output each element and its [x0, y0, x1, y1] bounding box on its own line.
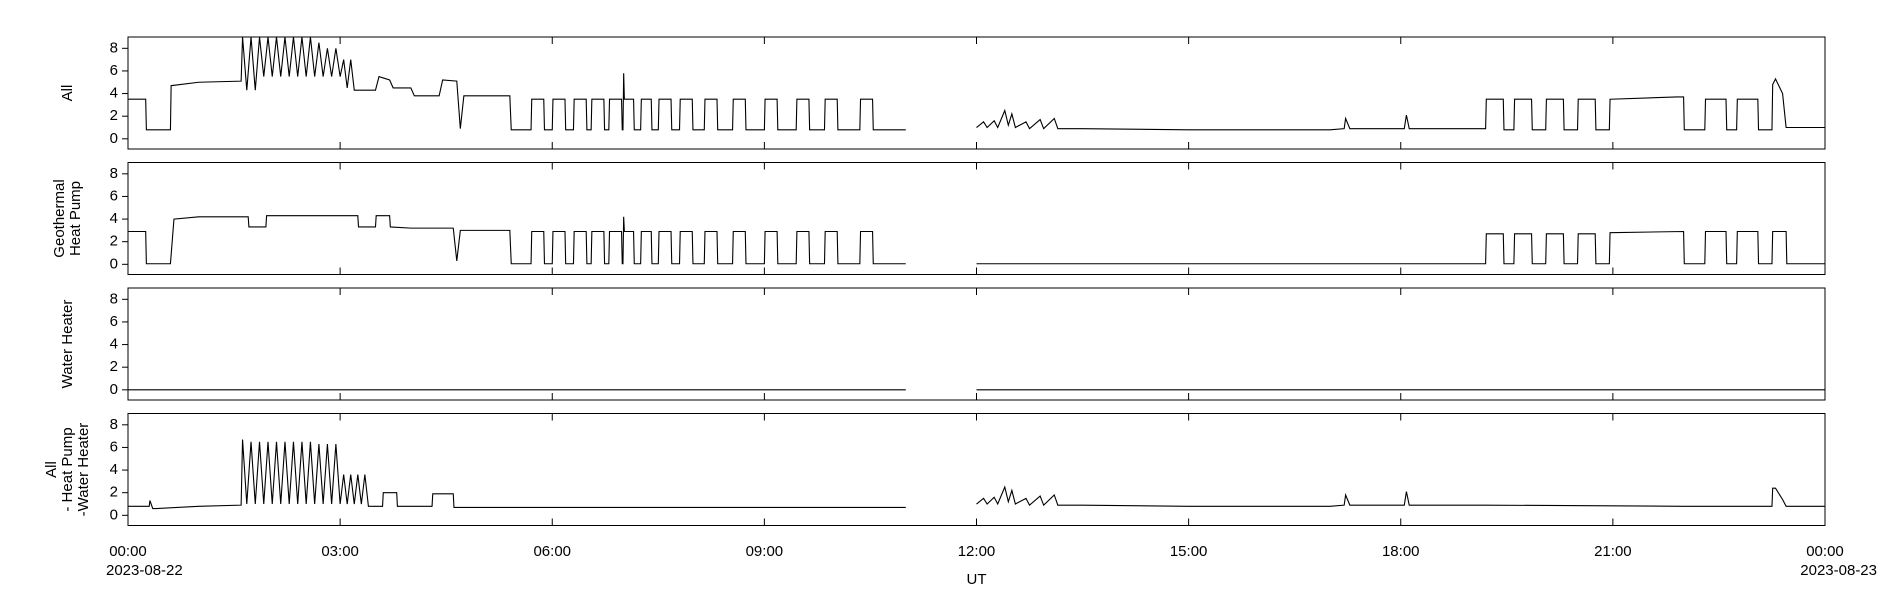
y-tick-label: 2 — [110, 358, 118, 375]
panel-frame — [127, 287, 1826, 401]
data-line — [128, 215, 1825, 265]
y-tick-label: 8 — [110, 416, 118, 433]
y-tick-label: 4 — [110, 336, 118, 353]
x-tick-label: 00:00 — [109, 543, 147, 560]
y-tick-label: 6 — [110, 187, 118, 204]
y-axis-label: All — [43, 461, 60, 478]
x-tick-label: 12:00 — [958, 543, 996, 560]
y-axis-label: - Heat Pump — [59, 427, 76, 511]
y-tick-label: 8 — [110, 290, 118, 307]
x-date-label: 2023-08-23 — [1800, 562, 1877, 579]
y-tick-label: 6 — [110, 438, 118, 455]
y-tick-label: 2 — [110, 233, 118, 250]
y-axis-label: -Water Heater — [75, 423, 92, 517]
y-tick-label: 0 — [110, 255, 118, 272]
y-tick-label: 2 — [110, 107, 118, 124]
y-tick-label: 4 — [110, 461, 118, 478]
data-line — [128, 36, 1825, 131]
y-axis-label: Water Heater — [59, 300, 76, 389]
x-tick-label: 15:00 — [1170, 543, 1208, 560]
y-axis-label: All — [59, 85, 76, 102]
x-tick-label: 09:00 — [746, 543, 784, 560]
x-tick-label: 00:00 — [1806, 543, 1844, 560]
y-tick-label: 6 — [110, 313, 118, 330]
y-axis-label: Geothermal — [51, 179, 68, 257]
x-tick-label: 03:00 — [321, 543, 359, 560]
y-tick-label: 8 — [110, 165, 118, 182]
panel-frame — [127, 162, 1826, 275]
y-tick-label: 0 — [110, 130, 118, 147]
x-tick-label: 06:00 — [533, 543, 571, 560]
y-tick-label: 0 — [110, 506, 118, 523]
y-tick-label: 0 — [110, 381, 118, 398]
y-tick-label: 2 — [110, 484, 118, 501]
y-tick-label: 4 — [110, 85, 118, 102]
x-tick-label: 21:00 — [1594, 543, 1632, 560]
panel-frame — [127, 413, 1826, 526]
y-tick-label: 6 — [110, 62, 118, 79]
y-tick-label: 8 — [110, 39, 118, 56]
x-axis-label: UT — [967, 571, 987, 588]
data-line — [128, 439, 1825, 510]
y-axis-label: Heat Pump — [67, 181, 84, 256]
x-date-label: 2023-08-22 — [106, 562, 183, 579]
panel-frame — [127, 36, 1826, 150]
y-tick-label: 4 — [110, 210, 118, 227]
x-tick-label: 18:00 — [1382, 543, 1420, 560]
